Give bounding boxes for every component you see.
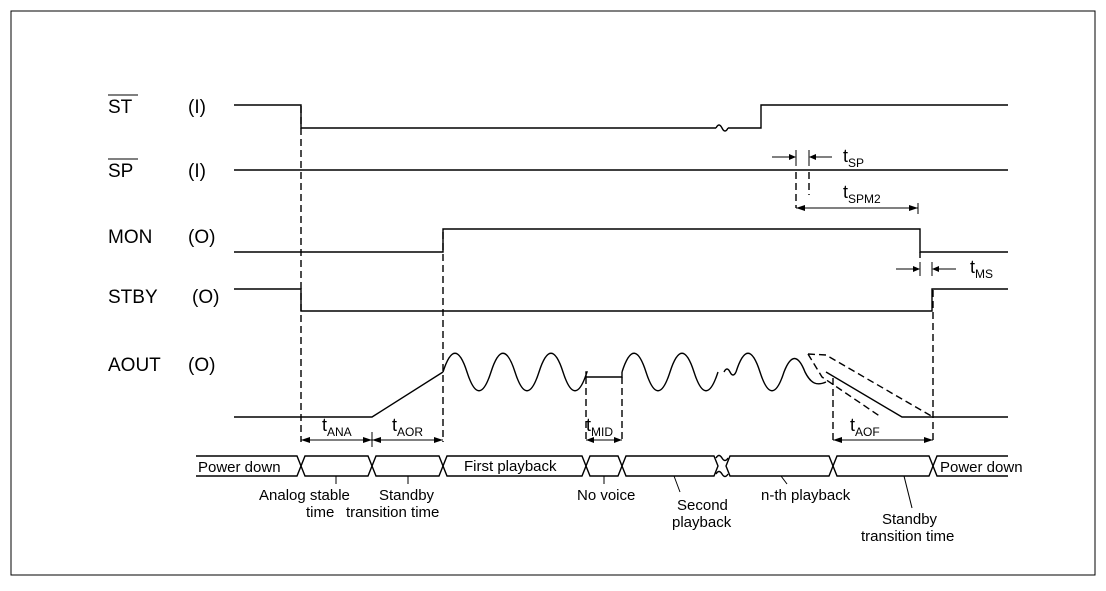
state-power-down-end: Power down (940, 459, 1023, 476)
state-power-down-start: Power down (198, 459, 281, 476)
waveform-aout-rise (234, 371, 444, 418)
taof-marker (833, 437, 933, 443)
tsp-label: tSP (843, 146, 864, 170)
waveform-aout-nth (735, 352, 827, 392)
note-nth-playback: n-th playback (761, 487, 851, 504)
waveform-aout-first (442, 352, 623, 392)
signal-name-stby: STBY (108, 287, 158, 308)
state-pointers (335, 475, 913, 509)
signal-label-stby: STBY (O) (108, 287, 219, 308)
waveform-aout-second (621, 352, 719, 392)
note-standby-b-2: transition time (861, 528, 954, 545)
waveform-stby (234, 288, 1008, 312)
tspm2-label: tSPM2 (843, 182, 881, 206)
note-standby-a-1: Standby (379, 487, 435, 504)
break-mark-aout (723, 368, 737, 376)
tana-label: tANA (322, 415, 352, 439)
note-standby-a-2: transition time (346, 504, 439, 521)
signal-dir-stby: (O) (192, 287, 219, 308)
waveform-aout-fall-late (807, 353, 934, 418)
tsp-marker (772, 150, 832, 208)
note-no-voice: No voice (577, 487, 635, 504)
tspm2-marker (796, 203, 919, 214)
state-first-playback: First playback (464, 458, 557, 475)
waveform-st-low (234, 104, 716, 129)
signal-dir-aout: (O) (188, 355, 215, 376)
note-standby-b-1: Standby (882, 511, 938, 528)
tms-label: tMS (970, 257, 993, 281)
tms-marker (896, 262, 956, 276)
signal-label-st: ST (I) (108, 94, 206, 118)
waveform-mon (234, 228, 1008, 253)
signal-label-aout: AOUT (O) (108, 355, 215, 376)
signal-label-sp: SP (I) (108, 158, 206, 182)
waveform-st-high (728, 104, 1008, 129)
signal-name-aout: AOUT (108, 355, 161, 376)
signal-dir-st: (I) (188, 97, 206, 118)
taor-marker (372, 437, 443, 443)
taof-label: tAOF (850, 415, 880, 439)
signal-name-mon: MON (108, 227, 152, 248)
waveform-aout-fall-early (807, 353, 882, 418)
break-mark-bus (715, 454, 729, 478)
note-analog-stable-1: Analog stable (259, 487, 350, 504)
break-mark-st (715, 124, 729, 132)
note-analog-stable-2: time (306, 504, 334, 521)
note-second-1: Second (677, 497, 728, 514)
signal-name-sp: SP (108, 161, 133, 182)
signal-label-mon: MON (O) (108, 227, 215, 248)
diagram-frame (10, 10, 1096, 576)
signal-name-st: ST (108, 97, 133, 118)
tmid-label: tMID (586, 415, 613, 439)
taor-label: tAOR (392, 415, 423, 439)
state-bus (196, 454, 1008, 478)
waveform-aout-fall (825, 371, 1008, 418)
signal-dir-mon: (O) (188, 227, 215, 248)
tmid-marker (586, 437, 622, 443)
note-second-2: playback (672, 514, 732, 531)
signal-dir-sp: (I) (188, 161, 206, 182)
